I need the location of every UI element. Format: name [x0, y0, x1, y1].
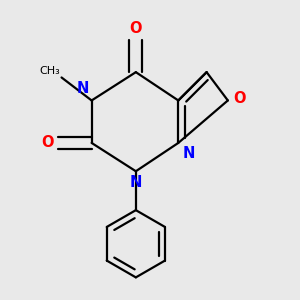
Text: CH₃: CH₃: [39, 66, 60, 76]
Text: N: N: [76, 81, 89, 96]
Text: O: O: [233, 91, 245, 106]
Text: N: N: [130, 175, 142, 190]
Text: O: O: [41, 135, 54, 150]
Text: N: N: [183, 146, 195, 161]
Text: O: O: [130, 21, 142, 36]
